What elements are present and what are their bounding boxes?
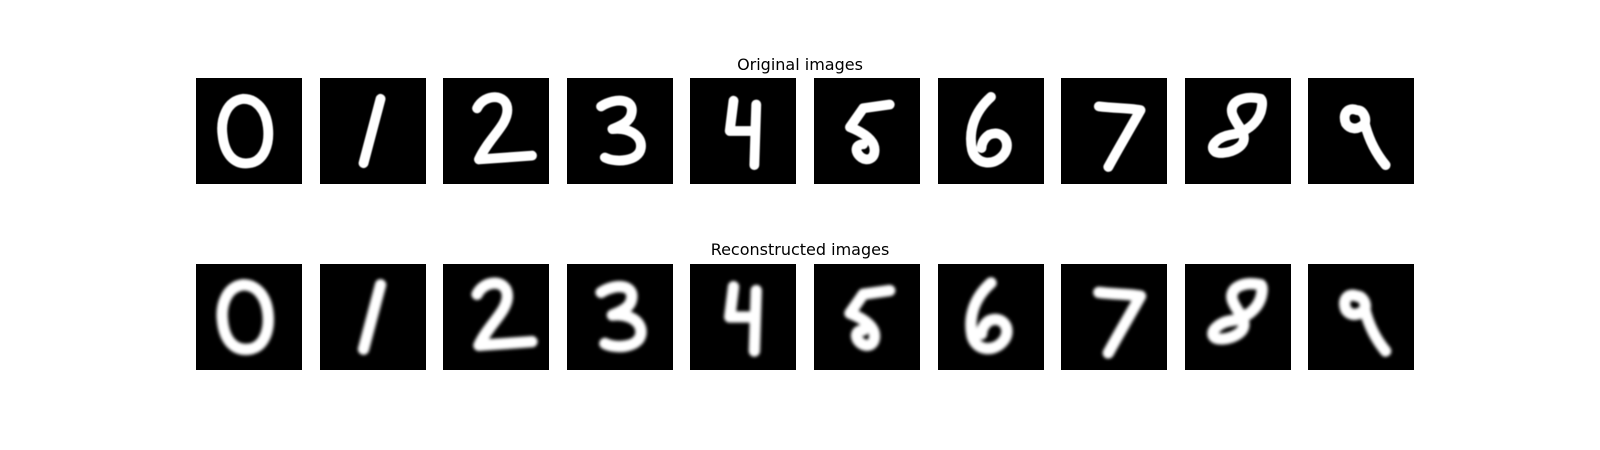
reconstructed-digit-image-6 [937, 264, 1044, 370]
reconstructed-digit-image-1 [319, 264, 426, 370]
original-digit-image-4 [690, 78, 796, 184]
reconstructed-digit-image-7 [1061, 264, 1167, 370]
original-digit-image-1 [319, 78, 426, 184]
digit-9-stroke [1339, 104, 1391, 170]
original-digit-image-9 [1308, 78, 1414, 184]
digit-4-stroke [724, 281, 762, 357]
original-digit-image-7 [1061, 78, 1167, 184]
digit-9-stroke [1339, 289, 1392, 357]
digit-0-stroke [217, 93, 274, 169]
digit-4-stroke [724, 95, 762, 170]
digit-2-stroke [472, 92, 537, 165]
reconstructed-digit-image-9 [1308, 264, 1414, 370]
reconstructed-digit-image-5 [814, 264, 920, 370]
original-digit-image-0 [196, 78, 302, 184]
reconstructed-digit-image-0 [196, 264, 302, 370]
digit-2-stroke [471, 277, 538, 352]
original-digit-image-8 [1184, 78, 1291, 184]
reconstructed-images-title: Reconstructed images [710, 240, 890, 259]
digit-0-stroke [216, 279, 274, 355]
original-digit-image-5 [814, 78, 920, 184]
digit-3-stroke [594, 280, 647, 353]
original-images-title: Original images [737, 55, 863, 74]
digit-8-stroke [1207, 92, 1267, 158]
original-digit-image-6 [937, 78, 1044, 184]
original-digit-image-3 [566, 78, 673, 184]
original-digit-image-2 [443, 78, 549, 184]
digit-6-stroke [965, 92, 1012, 168]
digit-7-stroke [1093, 101, 1146, 172]
digit-5-stroke [844, 284, 896, 351]
digit-8-stroke [1206, 278, 1268, 345]
digit-3-stroke [595, 95, 646, 166]
digit-5-stroke [845, 99, 895, 165]
reconstructed-digit-image-4 [690, 264, 796, 370]
digit-1-stroke [357, 279, 386, 355]
reconstructed-digit-image-8 [1184, 264, 1291, 370]
digit-1-stroke [358, 93, 385, 169]
digit-6-stroke [964, 277, 1013, 355]
reconstructed-digit-image-2 [443, 264, 549, 370]
digit-7-stroke [1093, 286, 1147, 359]
reconstructed-digit-image-3 [566, 264, 673, 370]
